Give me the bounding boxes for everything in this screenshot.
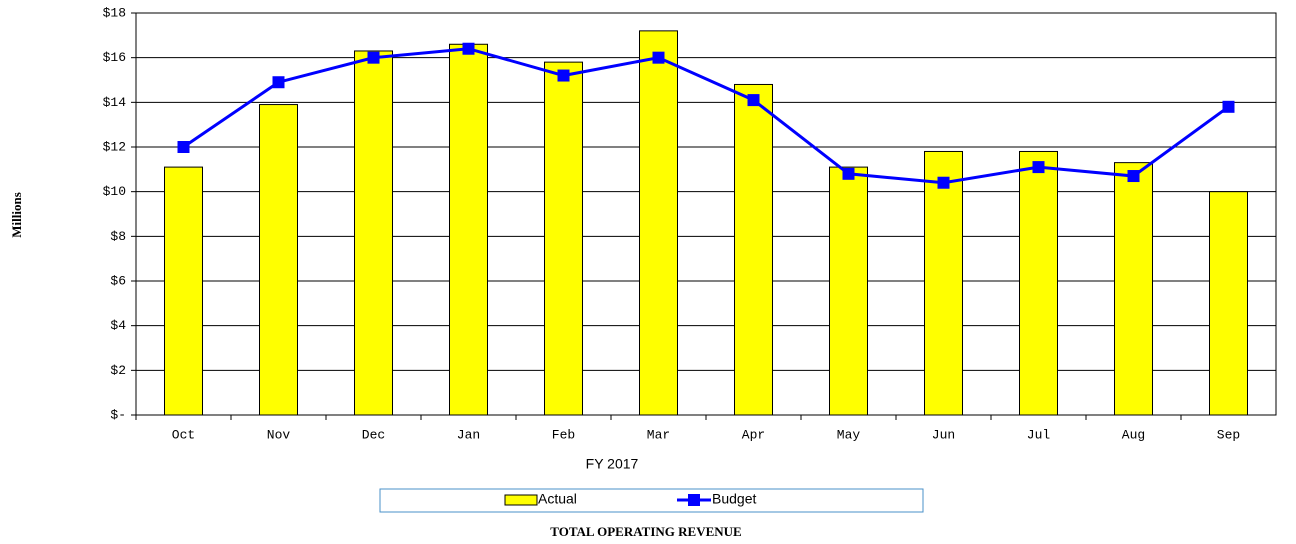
x-tick-label: Apr	[742, 427, 765, 442]
bar	[259, 104, 298, 416]
chart-title: TOTAL OPERATING REVENUE	[550, 524, 741, 539]
x-tick-label: Jul	[1027, 427, 1051, 442]
marker	[462, 42, 475, 55]
marker	[747, 94, 760, 107]
legend-box	[379, 488, 924, 513]
bar	[734, 83, 773, 416]
y-axis-title: Millions	[9, 192, 24, 238]
y-tick-label: $14	[103, 95, 127, 110]
line	[182, 47, 1230, 185]
x-tick-label: May	[837, 427, 861, 442]
bar	[354, 50, 393, 416]
y-tick-label: $4	[110, 318, 126, 333]
marker	[1127, 170, 1140, 183]
bar	[449, 43, 488, 416]
legend-label: Actual	[538, 491, 577, 507]
marker	[652, 51, 665, 64]
marker	[842, 167, 855, 180]
x-tick-label: Dec	[362, 427, 385, 442]
legend-swatch	[504, 494, 538, 506]
x-tick-label: Jan	[457, 427, 480, 442]
marker	[367, 51, 380, 64]
y-tick-label: $2	[110, 363, 126, 378]
x-tick-label: Mar	[647, 427, 670, 442]
legend-label: Budget	[712, 491, 756, 507]
y-tick-label: $16	[103, 50, 126, 65]
marker	[177, 141, 190, 153]
y-tick-label: $6	[110, 273, 126, 288]
y-tick-label: $-	[110, 407, 126, 422]
x-tick-label: Jun	[932, 427, 955, 442]
y-tick-label: $12	[103, 139, 126, 154]
x-tick-label: Sep	[1217, 427, 1240, 442]
bar	[829, 166, 868, 416]
marker	[272, 76, 285, 89]
marker	[1032, 161, 1045, 174]
bar	[1019, 150, 1058, 416]
plot-frame	[135, 12, 1277, 416]
x-tick-label: Oct	[172, 427, 195, 442]
bar	[924, 150, 963, 416]
x-axis-title: FY 2017	[586, 456, 639, 472]
x-tick-label: Nov	[267, 427, 291, 442]
marker	[1222, 100, 1235, 113]
bar	[544, 61, 583, 416]
legend-marker	[688, 494, 700, 506]
bar	[1209, 191, 1248, 416]
marker	[937, 176, 950, 189]
bar	[1114, 162, 1153, 416]
bar	[164, 166, 203, 416]
y-tick-label: $10	[103, 184, 126, 199]
bar	[639, 30, 678, 416]
y-tick-label: $8	[110, 229, 126, 244]
y-tick-label: $18	[103, 5, 126, 20]
x-tick-label: Aug	[1122, 427, 1145, 442]
x-tick-label: Feb	[552, 427, 575, 442]
marker	[557, 69, 570, 82]
